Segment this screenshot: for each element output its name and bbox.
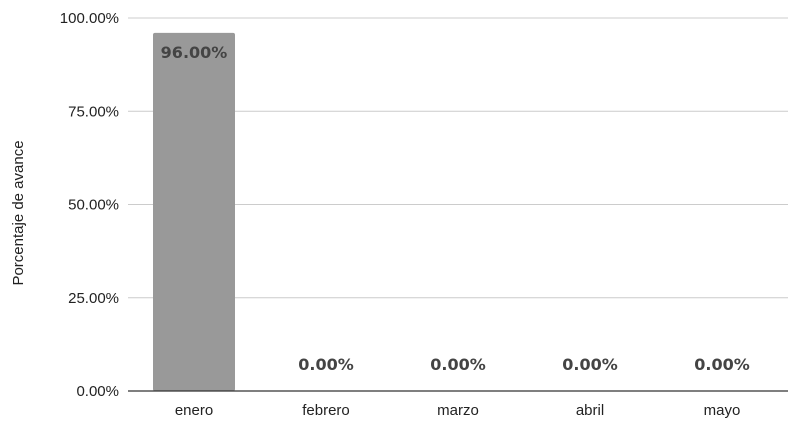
x-category-label: mayo — [704, 402, 741, 419]
y-tick-label: 100.00% — [60, 10, 119, 27]
x-axis-categories: enero febrero marzo abril mayo — [175, 402, 741, 419]
data-label-mayo: 0.00% — [694, 355, 750, 374]
y-axis-ticks: 0.00% 25.00% 50.00% 75.00% 100.00% — [60, 10, 119, 400]
y-tick-label: 0.00% — [76, 383, 119, 400]
y-axis-label: Porcentaje de avance — [10, 140, 27, 285]
gridlines — [128, 17, 788, 299]
data-label-marzo: 0.00% — [430, 355, 486, 374]
bar-enero — [153, 32, 235, 392]
x-category-label: febrero — [302, 402, 350, 419]
y-tick-label: 75.00% — [68, 103, 119, 120]
data-label-abril: 0.00% — [562, 355, 618, 374]
bars — [153, 32, 235, 392]
x-category-label: enero — [175, 402, 213, 419]
data-label-febrero: 0.00% — [298, 355, 354, 374]
x-category-label: abril — [576, 402, 604, 419]
y-tick-label: 25.00% — [68, 290, 119, 307]
x-category-label: marzo — [437, 402, 479, 419]
data-label-enero: 96.00% — [161, 43, 228, 62]
data-labels: 96.00% 0.00% 0.00% 0.00% 0.00% — [161, 43, 750, 374]
y-tick-label: 50.00% — [68, 197, 119, 214]
